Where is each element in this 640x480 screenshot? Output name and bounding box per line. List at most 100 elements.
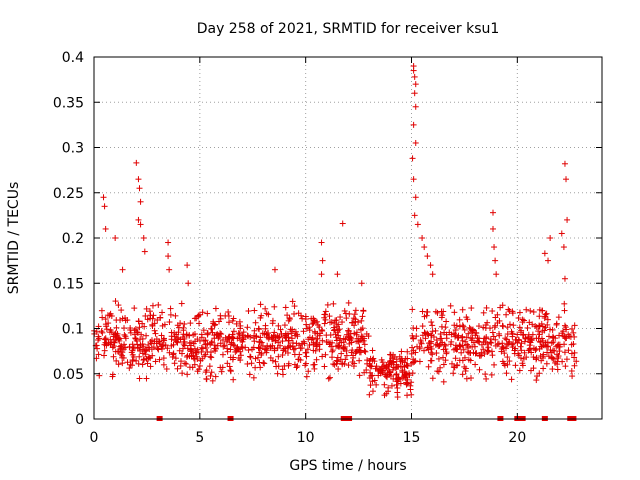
data-point [291, 351, 298, 358]
data-point [366, 374, 373, 381]
data-point [484, 340, 491, 347]
data-point [215, 318, 222, 325]
data-point [419, 235, 426, 241]
data-point [196, 320, 203, 327]
data-point [547, 347, 554, 354]
data-point [508, 341, 515, 348]
data-point [225, 333, 232, 340]
data-point [264, 334, 271, 341]
data-point [351, 360, 358, 367]
data-point [334, 271, 341, 278]
data-point [214, 331, 221, 338]
data-point [523, 306, 530, 313]
data-point [359, 325, 366, 332]
data-point [105, 340, 112, 347]
data-point [402, 371, 409, 378]
data-point [160, 335, 167, 342]
data-point [476, 339, 483, 346]
data-point [115, 336, 122, 343]
data-point [151, 327, 158, 334]
data-point [160, 342, 167, 349]
data-point [269, 357, 276, 364]
data-point [506, 308, 513, 315]
data-point [323, 338, 330, 345]
data-point [433, 337, 440, 344]
data-point [191, 356, 198, 363]
data-point [502, 335, 509, 342]
data-point [421, 313, 428, 320]
data-point [390, 364, 397, 371]
data-point [179, 334, 186, 341]
data-point [480, 346, 487, 353]
data-point [562, 363, 569, 370]
data-point [489, 308, 496, 315]
data-point [456, 323, 463, 330]
data-point [434, 368, 441, 375]
data-point [560, 244, 567, 251]
data-point [191, 345, 198, 352]
data-point [571, 362, 578, 369]
y-tick-label: 0.1 [62, 322, 84, 338]
data-point [207, 353, 214, 360]
data-point [378, 356, 385, 363]
data-point [186, 340, 193, 347]
data-point [98, 307, 105, 314]
data-point [492, 336, 499, 343]
data-point [306, 342, 313, 349]
data-point [194, 336, 201, 343]
data-point [217, 340, 224, 347]
data-point [546, 326, 553, 333]
data-point [433, 350, 440, 357]
data-point [259, 343, 266, 350]
data-point [467, 335, 474, 342]
data-point [325, 375, 332, 382]
data-point [393, 356, 400, 363]
data-point [254, 354, 261, 361]
data-point [337, 356, 344, 363]
data-point [230, 354, 237, 361]
data-point [318, 271, 325, 278]
data-point [224, 336, 231, 343]
data-point [195, 348, 202, 355]
data-point [367, 382, 374, 389]
data-point [103, 323, 110, 330]
data-point [237, 348, 244, 355]
data-point [131, 327, 138, 334]
data-point [113, 357, 120, 364]
data-point [554, 351, 561, 358]
data-point [403, 379, 410, 386]
data-point [532, 323, 539, 330]
data-point [322, 351, 329, 358]
data-point [463, 314, 470, 321]
data-point [427, 340, 434, 347]
data-point [419, 332, 426, 339]
data-point [512, 345, 519, 352]
data-point [490, 333, 497, 340]
data-point [144, 316, 151, 323]
data-point [275, 339, 282, 346]
data-point [122, 335, 129, 342]
data-point [321, 311, 328, 318]
data-point [196, 362, 203, 369]
data-point [510, 322, 517, 329]
data-point [217, 330, 224, 337]
data-point [165, 253, 172, 260]
data-point [256, 359, 263, 366]
data-point [475, 338, 482, 345]
data-point [318, 326, 325, 333]
data-point [317, 330, 324, 337]
data-point [271, 266, 278, 273]
data-point [536, 370, 543, 377]
data-point [488, 371, 495, 378]
data-point [414, 343, 421, 350]
data-point [440, 361, 447, 368]
chart-title: Day 258 of 2021, SRMTID for receiver ksu… [197, 21, 500, 37]
data-point [261, 360, 268, 367]
data-point [152, 358, 159, 365]
data-point [536, 313, 543, 320]
data-point [279, 371, 286, 378]
x-tick-label: 0 [90, 430, 99, 446]
data-point [263, 347, 270, 354]
data-point [229, 331, 236, 338]
data-point [538, 320, 545, 327]
